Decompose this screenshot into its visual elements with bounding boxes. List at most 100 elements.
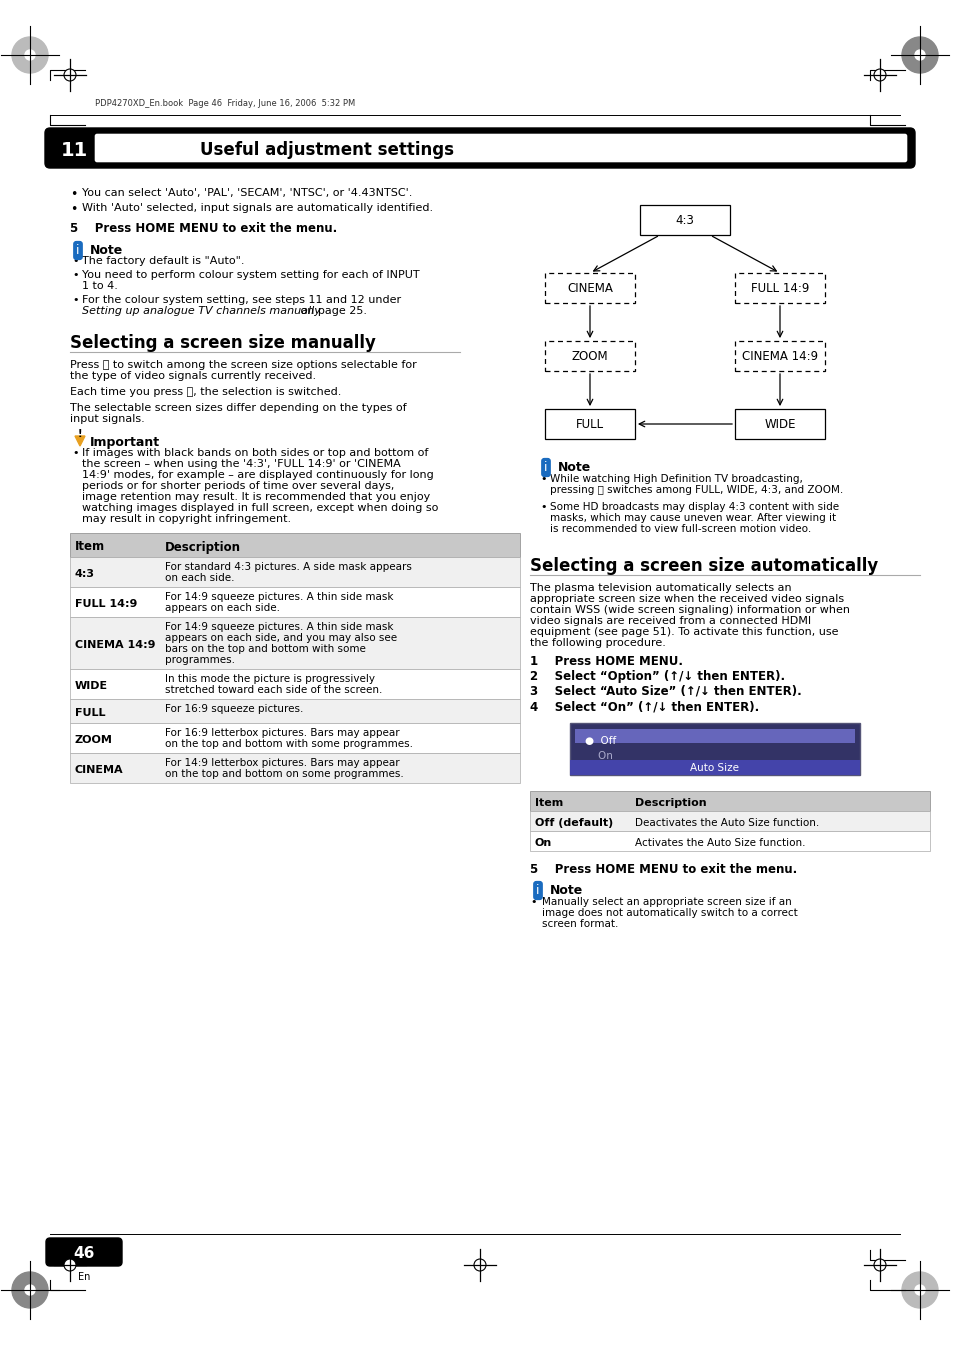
Text: stretched toward each side of the screen.: stretched toward each side of the screen… xyxy=(165,685,382,694)
FancyBboxPatch shape xyxy=(575,730,854,743)
Text: screen format.: screen format. xyxy=(541,919,618,929)
Circle shape xyxy=(914,50,924,59)
Text: WIDE: WIDE xyxy=(75,681,108,690)
FancyBboxPatch shape xyxy=(569,761,859,775)
Text: contain WSS (wide screen signaling) information or when: contain WSS (wide screen signaling) info… xyxy=(530,605,849,615)
Text: bars on the top and bottom with some: bars on the top and bottom with some xyxy=(165,644,366,654)
Text: The plasma television automatically selects an: The plasma television automatically sele… xyxy=(530,584,791,593)
Text: While watching High Definition TV broadcasting,: While watching High Definition TV broadc… xyxy=(550,474,802,484)
Text: The factory default is "Auto".: The factory default is "Auto". xyxy=(82,255,244,266)
Text: CINEMA: CINEMA xyxy=(566,282,612,296)
Text: On: On xyxy=(535,838,552,848)
Text: •: • xyxy=(539,503,546,512)
Text: Manually select an appropriate screen size if an: Manually select an appropriate screen si… xyxy=(541,897,791,907)
Text: FULL: FULL xyxy=(576,419,603,431)
Text: Item: Item xyxy=(535,798,562,808)
Circle shape xyxy=(474,1259,485,1271)
Text: For 16:9 squeeze pictures.: For 16:9 squeeze pictures. xyxy=(165,704,303,713)
FancyBboxPatch shape xyxy=(70,723,519,753)
Text: 3    Select “Auto Size” (↑/↓ then ENTER).: 3 Select “Auto Size” (↑/↓ then ENTER). xyxy=(530,685,801,698)
Text: For 14:9 letterbox pictures. Bars may appear: For 14:9 letterbox pictures. Bars may ap… xyxy=(165,758,399,767)
FancyBboxPatch shape xyxy=(530,831,929,851)
Text: •: • xyxy=(71,295,78,305)
Text: For 16:9 letterbox pictures. Bars may appear: For 16:9 letterbox pictures. Bars may ap… xyxy=(165,728,399,738)
Text: PDP4270XD_En.book  Page 46  Friday, June 16, 2006  5:32 PM: PDP4270XD_En.book Page 46 Friday, June 1… xyxy=(95,99,355,108)
Circle shape xyxy=(873,1259,885,1271)
Text: If images with black bands on both sides or top and bottom of: If images with black bands on both sides… xyxy=(82,449,428,458)
Text: i: i xyxy=(543,461,547,474)
Text: Useful adjustment settings: Useful adjustment settings xyxy=(200,141,454,159)
Text: on the top and bottom with some programmes.: on the top and bottom with some programm… xyxy=(165,739,413,748)
Text: pressing Ⓐ switches among FULL, WIDE, 4:3, and ZOOM.: pressing Ⓐ switches among FULL, WIDE, 4:… xyxy=(550,485,842,494)
Text: Selecting a screen size manually: Selecting a screen size manually xyxy=(70,334,375,353)
Text: •: • xyxy=(530,897,536,907)
FancyBboxPatch shape xyxy=(70,617,519,669)
Text: You can select 'Auto', 'PAL', 'SECAM', 'NTSC', or '4.43NTSC'.: You can select 'Auto', 'PAL', 'SECAM', '… xyxy=(82,188,412,199)
Text: CINEMA 14:9: CINEMA 14:9 xyxy=(75,640,155,650)
Text: 4:3: 4:3 xyxy=(675,215,694,227)
Text: on each side.: on each side. xyxy=(165,573,234,584)
Circle shape xyxy=(12,1273,48,1308)
Text: appears on each side, and you may also see: appears on each side, and you may also s… xyxy=(165,634,396,643)
FancyBboxPatch shape xyxy=(70,557,519,586)
Text: i: i xyxy=(536,884,539,897)
Circle shape xyxy=(901,1273,937,1308)
Text: Note: Note xyxy=(558,461,591,474)
Text: •: • xyxy=(71,270,78,280)
Text: 46: 46 xyxy=(73,1246,94,1260)
FancyBboxPatch shape xyxy=(530,811,929,831)
Circle shape xyxy=(901,36,937,73)
Text: equipment (see page 51). To activate this function, use: equipment (see page 51). To activate thi… xyxy=(530,627,838,638)
Text: masks, which may cause uneven wear. After viewing it: masks, which may cause uneven wear. Afte… xyxy=(550,513,835,523)
FancyBboxPatch shape xyxy=(544,340,635,372)
Text: FULL 14:9: FULL 14:9 xyxy=(750,282,808,296)
Text: 1    Press HOME MENU.: 1 Press HOME MENU. xyxy=(530,655,682,667)
Text: The selectable screen sizes differ depending on the types of: The selectable screen sizes differ depen… xyxy=(70,403,406,413)
Text: 5    Press HOME MENU to exit the menu.: 5 Press HOME MENU to exit the menu. xyxy=(70,222,337,235)
Text: CINEMA 14:9: CINEMA 14:9 xyxy=(741,350,818,363)
Text: may result in copyright infringement.: may result in copyright infringement. xyxy=(82,513,291,524)
Text: Description: Description xyxy=(635,798,706,808)
Text: the type of video signals currently received.: the type of video signals currently rece… xyxy=(70,372,315,381)
Text: Note: Note xyxy=(550,884,582,897)
FancyBboxPatch shape xyxy=(569,723,859,775)
Text: •: • xyxy=(71,449,78,458)
Text: Item: Item xyxy=(75,540,105,554)
Text: Each time you press Ⓐ, the selection is switched.: Each time you press Ⓐ, the selection is … xyxy=(70,386,341,397)
Circle shape xyxy=(914,1285,924,1296)
Text: •: • xyxy=(539,474,546,484)
Text: FULL 14:9: FULL 14:9 xyxy=(75,598,137,609)
Text: on page 25.: on page 25. xyxy=(296,305,367,316)
Text: 4    Select “On” (↑/↓ then ENTER).: 4 Select “On” (↑/↓ then ENTER). xyxy=(530,700,759,713)
Text: On: On xyxy=(584,751,612,761)
Circle shape xyxy=(25,50,35,59)
Circle shape xyxy=(64,69,76,81)
Text: Auto Size: Auto Size xyxy=(690,763,739,773)
Text: En: En xyxy=(78,1273,91,1282)
Text: appears on each side.: appears on each side. xyxy=(165,603,280,613)
Text: Some HD broadcasts may display 4:3 content with side: Some HD broadcasts may display 4:3 conte… xyxy=(550,503,839,512)
Text: image retention may result. It is recommended that you enjoy: image retention may result. It is recomm… xyxy=(82,492,430,503)
Text: For the colour system setting, see steps 11 and 12 under: For the colour system setting, see steps… xyxy=(82,295,400,305)
Text: Selecting a screen size automatically: Selecting a screen size automatically xyxy=(530,557,878,576)
Text: For standard 4:3 pictures. A side mask appears: For standard 4:3 pictures. A side mask a… xyxy=(165,562,412,571)
Text: In this mode the picture is progressively: In this mode the picture is progressivel… xyxy=(165,674,375,684)
Text: Off (default): Off (default) xyxy=(535,817,613,828)
FancyBboxPatch shape xyxy=(530,790,929,811)
FancyBboxPatch shape xyxy=(45,128,914,168)
Text: 5    Press HOME MENU to exit the menu.: 5 Press HOME MENU to exit the menu. xyxy=(530,863,797,875)
Text: video signals are received from a connected HDMI: video signals are received from a connec… xyxy=(530,616,810,626)
FancyBboxPatch shape xyxy=(70,534,519,557)
Text: ZOOM: ZOOM xyxy=(571,350,608,363)
Text: is recommended to view full-screen motion video.: is recommended to view full-screen motio… xyxy=(550,524,810,534)
FancyBboxPatch shape xyxy=(544,409,635,439)
Text: CINEMA: CINEMA xyxy=(75,765,124,775)
FancyBboxPatch shape xyxy=(734,340,824,372)
Text: 11: 11 xyxy=(60,141,88,159)
Text: You need to perform colour system setting for each of INPUT: You need to perform colour system settin… xyxy=(82,270,419,280)
FancyBboxPatch shape xyxy=(70,698,519,723)
Text: With 'Auto' selected, input signals are automatically identified.: With 'Auto' selected, input signals are … xyxy=(82,203,433,213)
Circle shape xyxy=(64,1259,76,1271)
Text: 2    Select “Option” (↑/↓ then ENTER).: 2 Select “Option” (↑/↓ then ENTER). xyxy=(530,670,784,684)
Text: programmes.: programmes. xyxy=(165,655,234,665)
